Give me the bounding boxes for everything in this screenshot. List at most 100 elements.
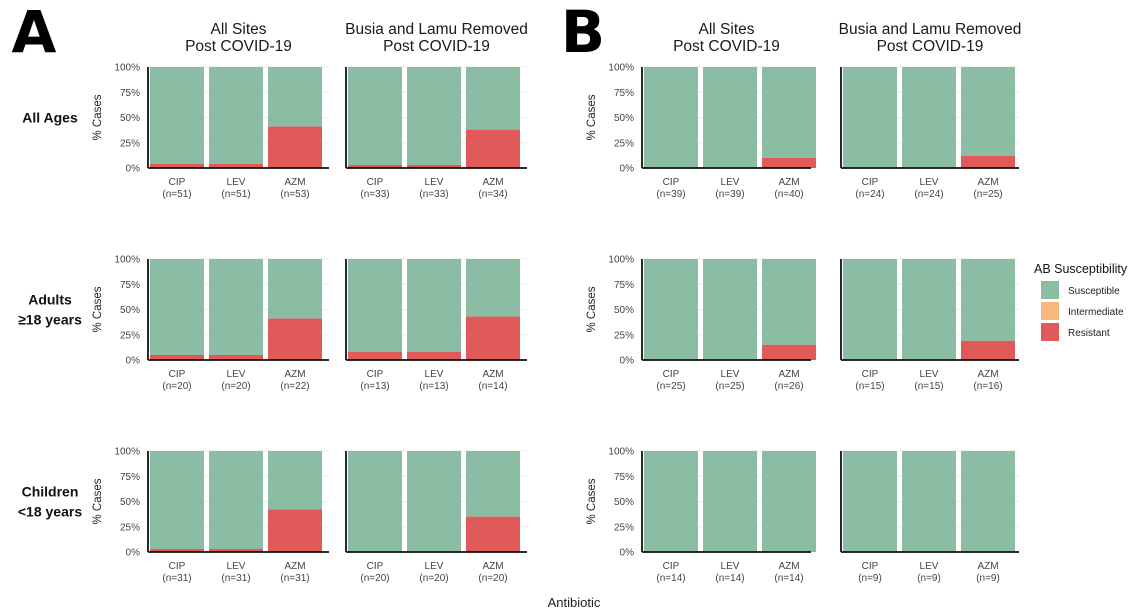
- bar-resistant-0-0-lev: [209, 163, 263, 168]
- legend-label-resistant: Resistant: [1068, 328, 1110, 339]
- bar-susceptible-1-0-cip: [348, 67, 402, 165]
- x-tick-category-3-0-1: LEV: [920, 177, 939, 188]
- y-axis-label-2-2: % Cases: [586, 478, 598, 524]
- x-tick-category-1-0-0: CIP: [367, 177, 384, 188]
- bar-susceptible-2-0-cip: [644, 67, 698, 168]
- x-tick-n-3-2-0: (n=9): [858, 573, 882, 584]
- x-tick-category-3-0-0: CIP: [862, 177, 879, 188]
- column-title-1-line-0: Busia and Lamu Removed: [345, 21, 528, 38]
- row-label-1-line-0: Adults: [28, 292, 72, 308]
- x-tick-n-0-0-0: (n=51): [162, 189, 191, 200]
- bar-susceptible-3-2-azm: [961, 451, 1015, 552]
- x-tick-n-1-1-2: (n=14): [478, 381, 507, 392]
- x-tick-n-3-1-2: (n=16): [973, 381, 1002, 392]
- bar-susceptible-3-0-azm: [961, 67, 1015, 156]
- y-tick-0-0-4: 100%: [114, 63, 140, 74]
- x-tick-n-1-0-1: (n=33): [419, 189, 448, 200]
- bar-resistant-0-1-cip: [150, 354, 204, 360]
- bar-susceptible-3-1-azm: [961, 259, 1015, 341]
- bar-susceptible-0-1-lev: [209, 259, 263, 355]
- bar-resistant-1-0-lev: [407, 164, 461, 168]
- bar-resistant-1-1-lev: [407, 351, 461, 360]
- y-tick-0-1-4: 100%: [114, 255, 140, 266]
- bar-resistant-0-2-azm: [268, 509, 322, 552]
- x-tick-category-3-2-0: CIP: [862, 561, 879, 572]
- column-title-2-line-1: Post COVID-19: [673, 38, 780, 55]
- bar-resistant-1-0-azm: [466, 129, 520, 168]
- row-label-2-line-1: <18 years: [18, 504, 82, 520]
- bar-resistant-1-1-azm: [466, 316, 520, 360]
- bar-susceptible-3-1-lev: [902, 259, 956, 360]
- y-tick-0-2-1: 25%: [120, 522, 140, 533]
- x-tick-category-2-0-2: AZM: [778, 177, 799, 188]
- column-title-0-line-0: All Sites: [211, 21, 267, 38]
- x-tick-category-0-2-1: LEV: [227, 561, 246, 572]
- x-tick-n-3-0-0: (n=24): [855, 189, 884, 200]
- legend-label-susceptible: Susceptible: [1068, 286, 1120, 297]
- bar-susceptible-0-2-azm: [268, 451, 322, 510]
- y-axis-label-0-1: % Cases: [92, 286, 104, 332]
- x-tick-category-0-1-1: LEV: [227, 369, 246, 380]
- x-tick-n-1-0-2: (n=34): [478, 189, 507, 200]
- x-tick-category-2-2-1: LEV: [721, 561, 740, 572]
- y-axis-label-2-0: % Cases: [586, 94, 598, 140]
- x-tick-n-2-0-1: (n=39): [715, 189, 744, 200]
- y-tick-0-0-3: 75%: [120, 88, 140, 99]
- x-tick-n-1-1-0: (n=13): [360, 381, 389, 392]
- x-tick-category-1-0-2: AZM: [482, 177, 503, 188]
- y-tick-2-1-2: 50%: [614, 305, 634, 316]
- y-tick-2-2-4: 100%: [608, 447, 634, 458]
- y-tick-2-1-1: 25%: [614, 330, 634, 341]
- x-tick-category-2-2-0: CIP: [663, 561, 680, 572]
- y-tick-2-0-3: 75%: [614, 88, 634, 99]
- x-tick-category-2-2-2: AZM: [778, 561, 799, 572]
- x-tick-n-2-1-0: (n=25): [656, 381, 685, 392]
- x-tick-category-0-0-1: LEV: [227, 177, 246, 188]
- y-tick-0-2-2: 50%: [120, 497, 140, 508]
- x-tick-category-0-2-0: CIP: [169, 561, 186, 572]
- column-title-3-line-1: Post COVID-19: [877, 38, 984, 55]
- column-title-0-line-1: Post COVID-19: [185, 38, 292, 55]
- x-tick-n-0-0-1: (n=51): [221, 189, 250, 200]
- bar-susceptible-2-2-azm: [762, 451, 816, 552]
- x-tick-category-2-1-0: CIP: [663, 369, 680, 380]
- bar-susceptible-0-0-azm: [268, 67, 322, 127]
- x-tick-category-2-1-1: LEV: [721, 369, 740, 380]
- legend-title: AB Susceptibility: [1034, 262, 1128, 276]
- y-tick-0-1-0: 0%: [126, 356, 141, 367]
- x-tick-n-2-2-1: (n=14): [715, 573, 744, 584]
- x-tick-category-1-1-0: CIP: [367, 369, 384, 380]
- y-tick-2-0-1: 25%: [614, 138, 634, 149]
- bar-susceptible-2-1-lev: [703, 259, 757, 360]
- legend-swatch-intermediate: [1041, 302, 1059, 320]
- y-tick-2-0-0: 0%: [620, 164, 635, 175]
- bar-resistant-3-0-azm: [961, 155, 1015, 168]
- x-tick-category-1-1-1: LEV: [425, 369, 444, 380]
- y-axis-label-2-1: % Cases: [586, 286, 598, 332]
- x-tick-n-0-0-2: (n=53): [280, 189, 309, 200]
- bar-resistant-3-1-azm: [961, 340, 1015, 360]
- x-tick-n-0-2-1: (n=31): [221, 573, 250, 584]
- y-axis-label-0-0: % Cases: [92, 94, 104, 140]
- x-tick-n-0-1-2: (n=22): [280, 381, 309, 392]
- x-tick-n-1-2-0: (n=20): [360, 573, 389, 584]
- bar-susceptible-1-2-cip: [348, 451, 402, 552]
- bar-resistant-0-2-cip: [150, 548, 204, 552]
- x-tick-category-0-0-0: CIP: [169, 177, 186, 188]
- x-tick-category-3-0-2: AZM: [977, 177, 998, 188]
- y-tick-2-1-0: 0%: [620, 356, 635, 367]
- bar-susceptible-2-1-azm: [762, 259, 816, 345]
- y-tick-0-1-3: 75%: [120, 280, 140, 291]
- bar-susceptible-2-1-cip: [644, 259, 698, 360]
- bar-susceptible-0-1-cip: [150, 259, 204, 355]
- x-tick-category-3-2-2: AZM: [977, 561, 998, 572]
- x-tick-category-1-1-2: AZM: [482, 369, 503, 380]
- y-tick-0-0-2: 50%: [120, 113, 140, 124]
- bar-susceptible-2-2-lev: [703, 451, 757, 552]
- bar-susceptible-1-1-azm: [466, 259, 520, 317]
- y-tick-0-2-0: 0%: [126, 548, 141, 559]
- bar-susceptible-3-0-cip: [843, 67, 897, 168]
- column-title-1-line-1: Post COVID-19: [383, 38, 490, 55]
- bar-resistant-1-0-cip: [348, 164, 402, 168]
- x-tick-category-3-1-1: LEV: [920, 369, 939, 380]
